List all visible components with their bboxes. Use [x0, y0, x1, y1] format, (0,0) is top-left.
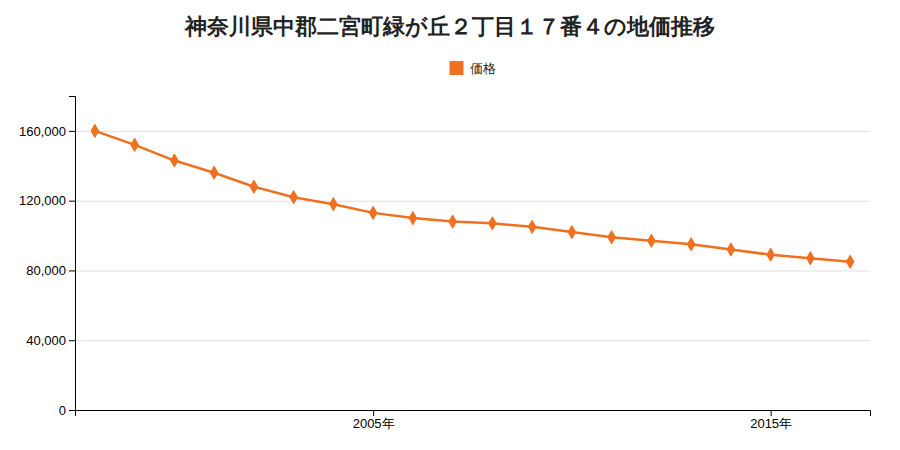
data-point	[409, 212, 417, 225]
y-axis-line	[69, 97, 76, 411]
grid-line	[75, 270, 870, 271]
chart: 0 40,000 80,000 120,000 160,000 2005年 2015年 神奈川…	[0, 0, 900, 450]
data-point	[330, 198, 338, 211]
y-tick: 160,000	[19, 124, 75, 139]
data-point	[91, 124, 99, 137]
data-point	[807, 252, 815, 265]
data-point	[489, 217, 497, 230]
y-tick-label: 120,000	[19, 193, 66, 208]
data-point	[449, 215, 457, 228]
grid	[75, 131, 870, 410]
y-tick: 0	[59, 403, 75, 418]
y-tick-label: 40,000	[26, 333, 66, 348]
data-point	[369, 206, 377, 219]
data-point	[171, 154, 179, 167]
data-point	[131, 138, 139, 151]
data-point	[568, 225, 576, 238]
x-tick-label: 2015年	[750, 416, 792, 431]
y-tick-mark	[69, 270, 75, 271]
x-tick: 2015年	[750, 410, 792, 431]
legend-swatch	[450, 61, 464, 75]
y-tick-mark	[69, 201, 75, 202]
legend-item: 価格	[450, 61, 496, 76]
series-line	[95, 131, 850, 262]
x-tick-mark	[373, 410, 374, 416]
y-axis: 0 40,000 80,000 120,000 160,000	[19, 97, 76, 418]
x-tick-mark	[771, 410, 772, 416]
data-point	[767, 248, 775, 261]
x-axis: 2005年 2015年	[76, 410, 871, 431]
x-tick: 2005年	[353, 410, 395, 431]
data-point	[608, 231, 616, 244]
grid-tick	[75, 270, 870, 271]
plot-area: 0 40,000 80,000 120,000 160,000 2005年 2015年	[19, 97, 871, 432]
grid-line	[75, 340, 870, 341]
data-point	[727, 243, 735, 256]
grid-line	[75, 131, 870, 132]
y-tick: 120,000	[19, 193, 75, 208]
y-tick-label: 160,000	[19, 124, 66, 139]
title: 神奈川県中郡二宮町緑が丘２丁目１７番４の地価推移	[184, 14, 715, 39]
y-tick-mark	[69, 410, 75, 411]
legend: 価格	[450, 61, 496, 76]
data-point	[250, 180, 258, 193]
y-tick-label: 0	[59, 403, 66, 418]
x-tick-label: 2005年	[353, 416, 395, 431]
data-point	[290, 191, 298, 204]
data-point	[648, 234, 656, 247]
marks	[91, 124, 854, 268]
grid-tick	[75, 201, 870, 202]
legend-label: 価格	[470, 61, 496, 76]
grid-tick	[75, 340, 870, 341]
data-point	[528, 220, 536, 233]
x-axis-line	[76, 411, 871, 417]
y-tick-mark	[69, 131, 75, 132]
data-point	[846, 255, 854, 268]
data-point	[210, 166, 218, 179]
data-point	[687, 238, 695, 251]
y-tick: 80,000	[26, 263, 75, 278]
grid-tick	[75, 131, 870, 132]
y-tick: 40,000	[26, 333, 75, 348]
y-tick-label: 80,000	[26, 263, 66, 278]
grid-line	[75, 201, 870, 202]
y-tick-mark	[69, 340, 75, 341]
